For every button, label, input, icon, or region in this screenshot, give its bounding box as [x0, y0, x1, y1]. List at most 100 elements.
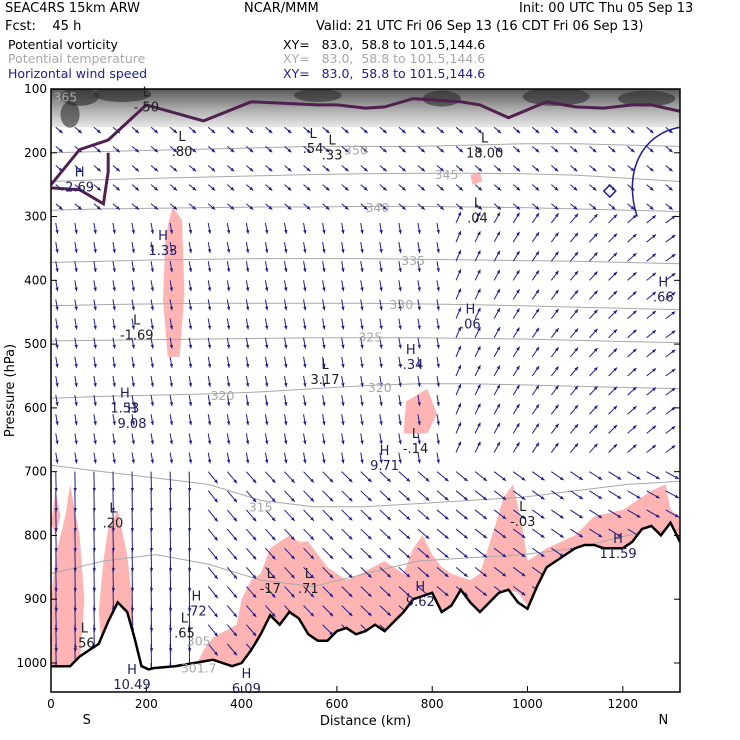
wind-arrowhead — [348, 535, 353, 540]
wind-arrowhead — [554, 186, 559, 191]
wind-arrowhead — [398, 268, 402, 272]
wind-arrowhead — [214, 498, 218, 503]
wind-arrowhead — [74, 440, 78, 445]
wind-arrowhead — [245, 325, 250, 330]
wind-arrowhead — [398, 459, 402, 464]
wind-arrowhead — [574, 271, 579, 275]
wind-arrowhead — [613, 291, 618, 295]
wind-arrowhead — [382, 186, 387, 191]
wind-arrowhead — [593, 405, 598, 410]
wind-arrowhead — [214, 575, 218, 579]
wind-arrowhead — [593, 386, 598, 391]
wind-arrowhead — [535, 129, 540, 134]
wind-arrowhead — [188, 229, 193, 234]
wind-arrowhead — [483, 573, 487, 577]
wind-arrowhead — [502, 515, 507, 519]
wind-arrowhead — [652, 445, 656, 449]
legend-wind-name: Horizontal wind speed — [8, 66, 148, 81]
hl-letter: L — [519, 500, 527, 515]
theta-line — [51, 464, 680, 508]
y-tick-label: 1000 — [16, 656, 47, 670]
legend-theta-xy: XY= 83.0, 58.8 to 101.5,144.6 — [283, 51, 486, 66]
wind-arrowhead — [74, 459, 78, 464]
wind-arrowhead — [440, 167, 444, 172]
wind-arrowhead — [55, 306, 59, 311]
wind-arrowhead — [173, 167, 177, 172]
wind-arrowhead — [325, 186, 330, 191]
wind-arrowhead — [496, 442, 500, 446]
wind-arrowhead — [284, 229, 288, 234]
wind-arrowhead — [344, 129, 349, 134]
wind-arrowhead — [284, 440, 288, 445]
wind-arrowhead — [291, 574, 295, 579]
wind-arrowhead — [306, 129, 311, 134]
y-tick-label: 400 — [24, 273, 47, 287]
wind-arrowhead — [649, 205, 654, 210]
wind-arrowhead — [540, 553, 545, 557]
wind-arrowhead — [329, 555, 334, 559]
wind-arrowhead — [348, 554, 353, 559]
wind-arrowhead — [516, 384, 520, 389]
wind-arrowhead — [207, 459, 212, 464]
wind-arrowhead — [310, 593, 314, 598]
wind-arrowhead — [559, 514, 564, 519]
wind-arrowhead — [252, 555, 257, 560]
wind-arrowhead — [112, 344, 116, 349]
wind-arrowhead — [496, 250, 500, 255]
wind-arrowhead — [516, 167, 521, 172]
wind-arrowhead — [131, 459, 135, 464]
wind-arrowhead — [192, 148, 197, 153]
wind-arrowhead — [360, 363, 364, 368]
wind-arrowhead — [483, 534, 487, 539]
wind-arrowhead — [535, 213, 539, 217]
high-pv-area — [51, 484, 85, 670]
hl-letter: H — [658, 276, 668, 291]
hl-value: .72 — [186, 604, 207, 619]
wind-arrowhead — [310, 497, 314, 502]
wind-arrowhead — [135, 186, 139, 191]
y-axis-label: Pressure (hPa) — [3, 344, 18, 437]
wind-arrowhead — [521, 515, 526, 519]
theta-label: 320 — [211, 388, 235, 403]
wind-arrowhead — [341, 363, 345, 368]
hl-value: 9.71 — [370, 459, 399, 474]
wind-arrowhead — [173, 205, 177, 210]
hl-value: 1.53 — [110, 402, 139, 417]
wind-arrowhead — [613, 348, 618, 353]
wind-arrowhead — [168, 508, 173, 512]
wind-arrowhead — [268, 186, 273, 191]
hl-value: -.14 — [403, 442, 428, 457]
wind-arrowhead — [457, 250, 461, 255]
wind-arrowhead — [74, 229, 78, 234]
wind-arrowhead — [592, 186, 597, 191]
wind-arrowhead — [306, 186, 311, 191]
wind-arrowhead — [406, 516, 411, 520]
x-tick-label: 400 — [230, 697, 253, 711]
wind-arrowhead — [574, 405, 579, 409]
wind-arrowhead — [671, 445, 676, 449]
wind-arrowhead — [636, 476, 641, 480]
wind-arrowhead — [574, 328, 579, 333]
legend-pv-xy: XY= 83.0, 58.8 to 101.5,144.6 — [283, 37, 486, 52]
wind-arrowhead — [329, 516, 334, 521]
wind-arrowhead — [207, 249, 212, 253]
strat-blob — [93, 89, 152, 103]
wind-arrowhead — [555, 232, 559, 237]
wind-arrowhead — [55, 402, 59, 406]
wind-arrowhead — [436, 306, 440, 311]
wind-arrowhead — [252, 536, 257, 541]
wind-arrowhead — [116, 205, 120, 210]
wind-arrowhead — [187, 508, 192, 512]
wind-arrowhead — [341, 344, 345, 349]
wind-arrowhead — [496, 327, 500, 332]
wind-arrowhead — [245, 229, 250, 234]
wind-arrowhead — [387, 497, 391, 501]
wind-arrowhead — [436, 268, 440, 272]
wind-arrowhead — [252, 593, 257, 598]
wind-arrowhead — [649, 129, 654, 134]
hl-value: 11.59 — [599, 547, 636, 562]
wind-arrowhead — [214, 479, 218, 484]
wind-arrowhead — [131, 440, 135, 445]
wind-arrowhead — [322, 383, 326, 387]
wind-arrowhead — [496, 346, 500, 351]
